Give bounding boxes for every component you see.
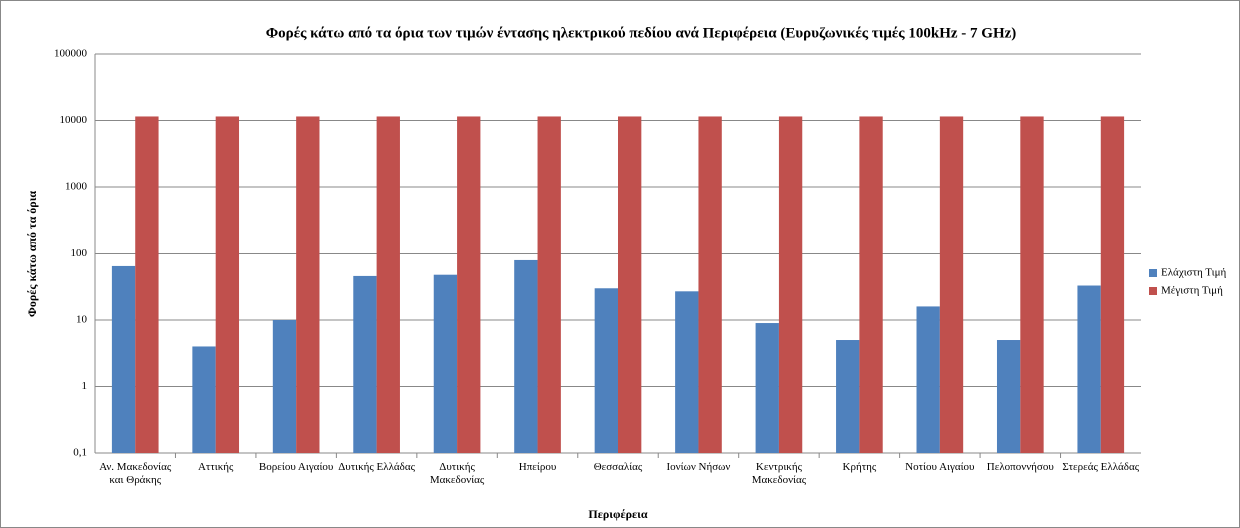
bar [618, 116, 642, 453]
y-tick-label: 10000 [60, 114, 88, 126]
bar [537, 116, 561, 453]
bar [1077, 285, 1101, 453]
bar [376, 116, 400, 453]
bar [755, 323, 779, 453]
y-tick-label: 1000 [65, 181, 88, 193]
y-tick-label: 100000 [54, 48, 88, 60]
bar [433, 274, 458, 453]
x-tick-label: Δυτικής Ελλάδας [338, 461, 415, 473]
bar [353, 275, 377, 453]
bar [675, 291, 699, 453]
bar [457, 116, 481, 453]
y-tick-label: 1 [82, 380, 88, 392]
x-tick-label: Δυτικής Μακεδονίας [429, 461, 485, 486]
chart-title: Φορές κάτω από τα όρια των τιμών έντασης… [266, 25, 1017, 41]
x-tick-label: Αν. Μακεδονίας και Θράκης [99, 461, 172, 486]
x-axis-title: Περιφέρεια [588, 507, 647, 521]
bar [698, 116, 722, 453]
bar [859, 116, 883, 453]
y-tick-label: 10 [76, 314, 88, 326]
bar [594, 288, 618, 453]
bar [778, 116, 803, 453]
x-tick-label: Πελοποννήσου [986, 461, 1054, 473]
y-tick-label: 100 [71, 247, 88, 259]
bar [514, 259, 538, 453]
legend-swatch [1149, 287, 1157, 295]
bar [215, 116, 240, 453]
bar [916, 306, 940, 453]
x-tick-label: Κρήτης [842, 461, 877, 473]
bar [996, 340, 1021, 453]
x-tick-label: Νοτίου Αιγαίου [905, 461, 975, 473]
bar [272, 320, 297, 453]
bar [836, 340, 860, 453]
bar [192, 346, 216, 453]
y-axis-title: Φορές κάτω από τα όρια [25, 191, 39, 318]
bar [135, 116, 159, 453]
bar [1020, 116, 1044, 453]
bar [939, 116, 964, 453]
x-tick-label: Θεσσαλίας [593, 461, 643, 473]
x-tick-label: Βορείου Αιγαίου [258, 461, 334, 473]
x-tick-label: Ηπείρου [518, 461, 557, 473]
legend-label: Μέγιστη Τιμή [1161, 285, 1223, 297]
x-tick-label: Αττικής [197, 461, 234, 473]
bar [1100, 116, 1125, 453]
legend-label: Ελάχιστη Τιμή [1161, 267, 1227, 279]
x-tick-label: Στερεάς Ελλάδας [1062, 461, 1140, 473]
y-tick-label: 0,1 [73, 447, 87, 459]
legend-swatch [1149, 269, 1157, 277]
bar [296, 116, 320, 453]
x-tick-label: Ιονίων Νήσων [666, 461, 731, 473]
bar [111, 265, 136, 453]
x-tick-label: Κεντρικής Μακεδονίας [751, 461, 807, 486]
